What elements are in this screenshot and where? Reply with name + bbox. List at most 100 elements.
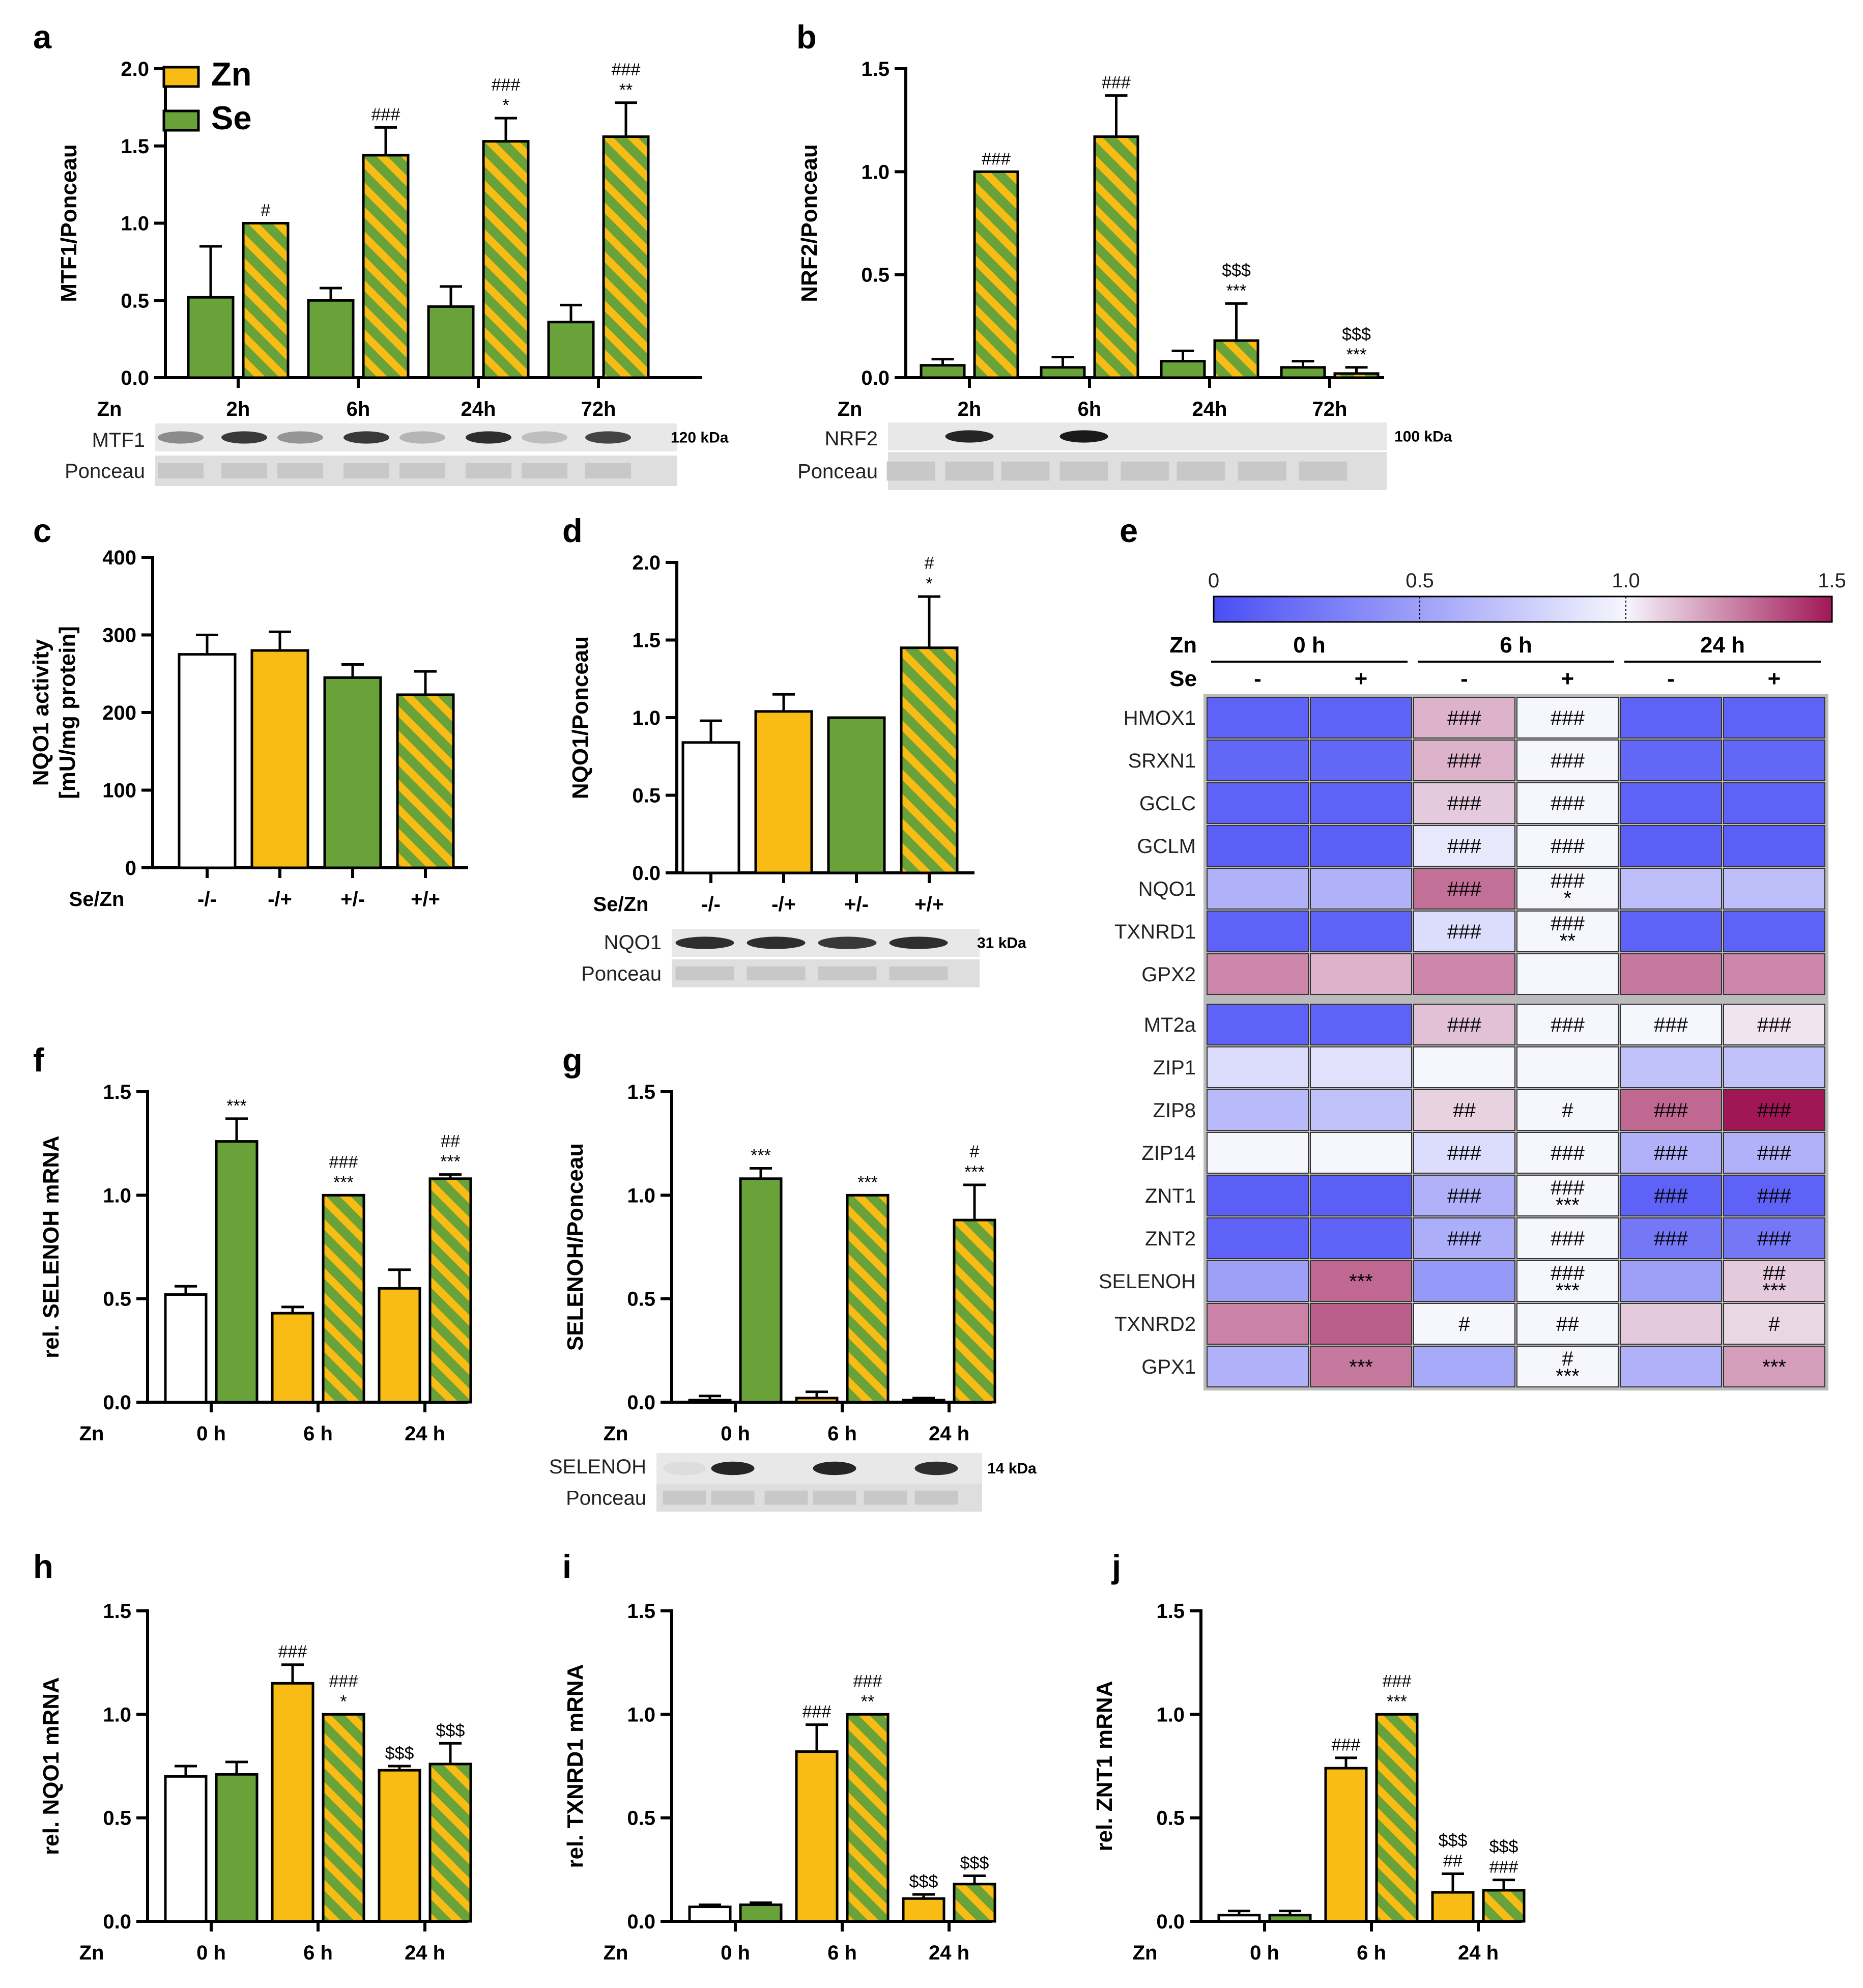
- heatmap-cell: [1310, 953, 1412, 995]
- heatmap-significance: ###: [1447, 1142, 1481, 1165]
- heatmap-cell: [1516, 953, 1619, 995]
- blot-ponceau-lane: [277, 463, 323, 478]
- heatmap-cell: [1723, 1046, 1825, 1088]
- y-axis-label: NQO1/Ponceau: [568, 636, 593, 799]
- heatmap-cell: [1207, 868, 1309, 910]
- blot-ponceau-lane: [585, 463, 631, 478]
- blot-ponceau-lane: [747, 966, 806, 981]
- heatmap-significance: ###: [1447, 707, 1481, 729]
- heatmap-significance: ###: [1654, 1014, 1688, 1036]
- heatmap-row-label: SELENOH: [1099, 1270, 1196, 1293]
- heatmap-cell: [1310, 825, 1412, 867]
- bar: [378, 1287, 421, 1404]
- heatmap-cell: [1516, 740, 1619, 781]
- heatmap-time-label: 6 h: [1500, 633, 1532, 658]
- significance-mark: ***: [857, 1173, 878, 1192]
- heatmap-significance: #: [1768, 1313, 1780, 1336]
- heatmap-cell: [1620, 825, 1722, 867]
- y-tick-label: 100: [102, 780, 136, 802]
- heatmap-cell: [1516, 1132, 1619, 1174]
- heatmap-cell: [1207, 740, 1309, 781]
- x-axis-prefix: Zn: [838, 398, 863, 420]
- y-tick-label: 2.0: [121, 58, 149, 80]
- significance-mark: #: [261, 201, 271, 220]
- panel-a: a 0.0 0.5 1.0 1.5 2.0 MTF1/Ponceau Zn 2h #6h ### 24…: [33, 18, 702, 420]
- heatmap-se-sign: +: [1768, 666, 1781, 691]
- y-tick-label: 1.5: [632, 630, 661, 652]
- significance-mark: ###: [278, 1642, 307, 1662]
- heatmap-cell: [1516, 911, 1619, 952]
- panel-letter-a: a: [33, 18, 52, 55]
- significance-mark: $$$: [436, 1721, 465, 1740]
- blot-ponceau-lane: [813, 1490, 856, 1505]
- heatmap-time-label: 0 h: [1293, 633, 1326, 658]
- y-tick-label: 1.5: [627, 1081, 655, 1103]
- significance-mark: $$$: [1439, 1831, 1468, 1850]
- heatmap-significance: ###: [1757, 1228, 1791, 1250]
- heatmap-cell: [1516, 782, 1619, 824]
- heatmap-significance: ###: [1447, 750, 1481, 772]
- heatmap-cell: [1310, 868, 1412, 910]
- legend-swatch-se: [162, 109, 200, 132]
- y-tick-label: 1.0: [627, 1703, 655, 1726]
- x-axis-prefix: Zn: [79, 1423, 104, 1445]
- x-axis-prefix: Zn: [604, 1423, 628, 1445]
- heatmap-significance: ###: [1757, 1014, 1791, 1036]
- heatmap-cell: [1413, 868, 1515, 910]
- blot-ponceau-lane: [889, 966, 948, 981]
- heatmap-row-label: GCLC: [1139, 792, 1196, 815]
- heatmap-row-label: GCLM: [1137, 835, 1196, 858]
- heatmap-row-label: ZNT2: [1145, 1228, 1196, 1250]
- x-tick-label: 6 h: [1357, 1942, 1386, 1964]
- blot-ponceau-lane: [343, 463, 389, 478]
- heatmap-cell: [1516, 868, 1619, 910]
- heatmap-significance: #: [1562, 1348, 1573, 1370]
- heatmap-cell: [1207, 1132, 1309, 1174]
- heatmap-cell: [1723, 1004, 1825, 1045]
- y-tick-label: 0.5: [1156, 1807, 1185, 1830]
- bar: [307, 299, 355, 379]
- x-tick-label: 24 h: [929, 1942, 969, 1964]
- y-tick-label: 1.5: [121, 135, 149, 158]
- y-tick-label: 0.5: [121, 290, 149, 312]
- blot-band: [522, 431, 567, 444]
- x-tick-label: 0 h: [196, 1423, 226, 1445]
- bar: [250, 649, 309, 869]
- blot-band: [914, 1461, 958, 1475]
- heatmap-cell: [1723, 911, 1825, 952]
- y-axis-label: NQO1 activity: [28, 639, 53, 786]
- heatmap-cell: [1620, 1004, 1722, 1045]
- y-axis-label: NRF2/Ponceau: [797, 144, 822, 302]
- heatmap-row-label: ZNT1: [1145, 1185, 1196, 1207]
- panel-b: b 0.0 0.5 1.0 1.5 NRF2/Ponceau Zn 2h ### 6h ### 24h…: [796, 18, 1384, 420]
- panel-letter-e: e: [1120, 512, 1138, 549]
- blot-b: NRF2 Ponceau 100 kDa: [797, 422, 1452, 490]
- heatmap-cell: [1310, 1260, 1412, 1302]
- heatmap-cell: [1516, 1089, 1619, 1131]
- bar: [1093, 135, 1139, 379]
- heatmap-zn-label: Zn: [1169, 633, 1197, 658]
- heatmap-cell: [1620, 1260, 1722, 1302]
- x-tick-label: -/+: [771, 893, 796, 916]
- bar: [178, 653, 237, 869]
- heatmap-row-label: HMOX1: [1124, 707, 1196, 729]
- bar: [1431, 1891, 1475, 1923]
- heatmap-significance: **: [1560, 930, 1575, 952]
- y-tick-label: 0.0: [861, 367, 890, 389]
- bar: [1324, 1767, 1368, 1923]
- heatmap-row-label: GPX2: [1141, 963, 1196, 986]
- heatmap-cell: [1413, 1089, 1515, 1131]
- blot-ponceau-lane: [663, 1490, 706, 1505]
- significance-mark: ###: [1383, 1671, 1412, 1691]
- heatmap-cell: [1620, 953, 1722, 995]
- bar: [902, 1399, 945, 1404]
- significance-mark: ###: [371, 105, 400, 124]
- y-tick-label: 300: [102, 624, 136, 647]
- heatmap-significance: #: [1458, 1313, 1470, 1336]
- heatmap-significance: ###: [1551, 1014, 1585, 1036]
- bar: [973, 170, 1019, 379]
- significance-mark: ###: [1332, 1736, 1361, 1755]
- significance-mark: ###: [802, 1702, 832, 1722]
- bar: [1482, 1889, 1526, 1923]
